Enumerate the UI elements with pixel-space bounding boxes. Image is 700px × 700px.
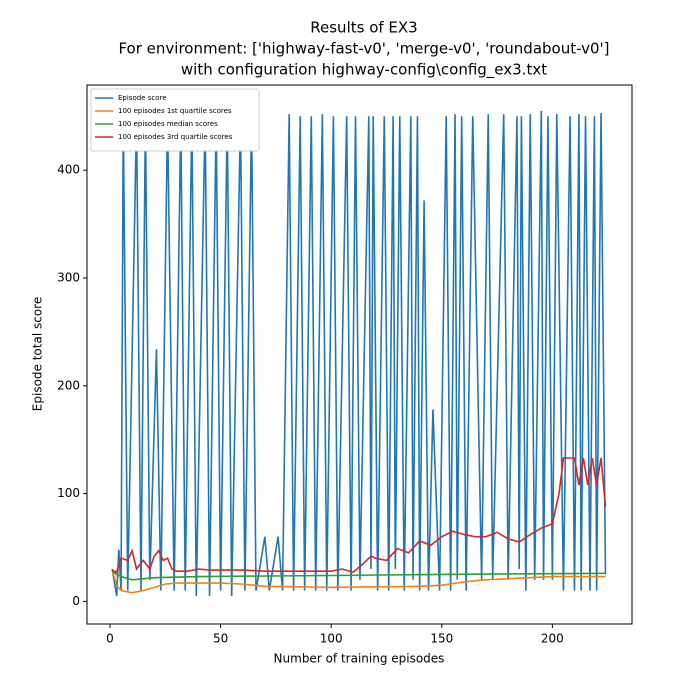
- legend-box: [90, 88, 260, 152]
- x-axis-label: Number of training episodes: [274, 652, 445, 666]
- y-tick-label: 100: [57, 486, 80, 500]
- series-line: [111, 569, 606, 594]
- y-tick-label: 200: [57, 378, 80, 392]
- y-tick-label: 300: [57, 270, 80, 284]
- x-tick-label: 100: [320, 632, 343, 646]
- x-tick-label: 50: [213, 632, 228, 646]
- legend-label: 100 episodes 3rd quartile scores: [118, 133, 233, 141]
- series-line: [111, 570, 606, 581]
- chart-title: For environment: ['highway-fast-v0', 'me…: [118, 40, 609, 58]
- y-tick-label: 0: [72, 594, 80, 608]
- legend-label: 100 episodes median scores: [118, 120, 218, 128]
- x-tick-label: 0: [106, 632, 114, 646]
- y-axis-label: Episode total score: [31, 297, 45, 411]
- legend-label: 100 episodes 1st quartile scores: [118, 107, 232, 115]
- legend-label: Episode score: [118, 94, 167, 102]
- series-line: [111, 457, 607, 574]
- chart-title: Results of EX3: [310, 19, 417, 37]
- series-line: [111, 110, 607, 597]
- x-tick-label: 200: [541, 632, 564, 646]
- plot-frame: [86, 84, 633, 625]
- y-tick-label: 400: [57, 163, 80, 177]
- x-tick-label: 150: [430, 632, 453, 646]
- chart-title: with configuration highway-config\config…: [181, 61, 547, 80]
